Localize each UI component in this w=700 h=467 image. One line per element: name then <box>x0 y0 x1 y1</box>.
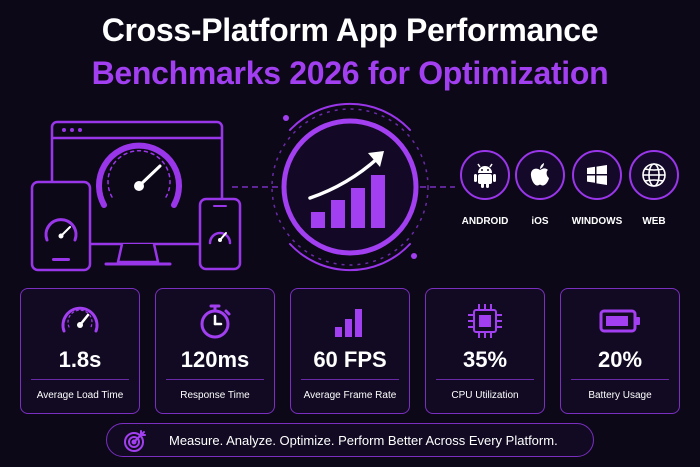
metric-value: 20% <box>597 347 643 372</box>
windows-icon <box>587 165 607 185</box>
metric-card-load-time: 1.8s Average Load Time <box>20 288 140 414</box>
metric-label: CPU Utilization <box>451 390 519 401</box>
divider <box>166 379 264 380</box>
metric-label: Average Load Time <box>36 390 124 401</box>
metric-value: 1.8s <box>58 347 102 372</box>
tagline-text: Measure. Analyze. Optimize. Perform Bett… <box>169 433 558 448</box>
phone-icon <box>198 197 242 271</box>
metric-label: Response Time <box>180 390 250 401</box>
metric-label: Average Frame Rate <box>303 390 397 401</box>
divider <box>301 379 399 380</box>
metric-value: 120ms <box>180 347 250 372</box>
platform-windows: WINDOWS <box>567 150 627 227</box>
tagline-banner: Measure. Analyze. Optimize. Perform Bett… <box>106 423 594 457</box>
divider <box>571 379 669 380</box>
metric-card-battery: 20% Battery Usage <box>560 288 680 414</box>
platform-label: ANDROID <box>461 216 509 227</box>
page-title-line-2: Benchmarks 2026 for Optimization <box>91 55 609 91</box>
performance-graph-icon <box>271 102 429 272</box>
apple-icon <box>530 163 549 186</box>
stopwatch-icon <box>200 304 231 339</box>
tablet-icon <box>30 180 92 272</box>
metric-card-cpu: 35% CPU Utilization <box>425 288 545 414</box>
platform-label: WEB <box>642 216 666 227</box>
bar-chart-icon <box>335 309 362 337</box>
platform-label: WINDOWS <box>571 216 623 227</box>
platform-android: ANDROID <box>455 150 515 227</box>
metric-label: Battery Usage <box>588 390 652 401</box>
speedometer-icon <box>96 142 182 208</box>
android-icon <box>474 163 496 188</box>
target-icon <box>124 430 146 452</box>
cpu-chip-icon <box>468 304 502 338</box>
battery-icon <box>599 309 640 333</box>
divider <box>436 379 534 380</box>
metric-card-frame-rate: 60 FPS Average Frame Rate <box>290 288 410 414</box>
speedometer-icon <box>61 306 99 333</box>
metric-card-response-time: 120ms Response Time <box>155 288 275 414</box>
platform-web: WEB <box>624 150 684 227</box>
platform-label: iOS <box>531 216 549 227</box>
globe-icon <box>642 163 666 187</box>
metric-value: 35% <box>462 347 508 372</box>
platform-ios: iOS <box>510 150 570 227</box>
page-title-line-1: Cross-Platform App Performance <box>101 12 599 48</box>
divider <box>31 379 129 380</box>
metric-value: 60 FPS <box>313 347 387 372</box>
